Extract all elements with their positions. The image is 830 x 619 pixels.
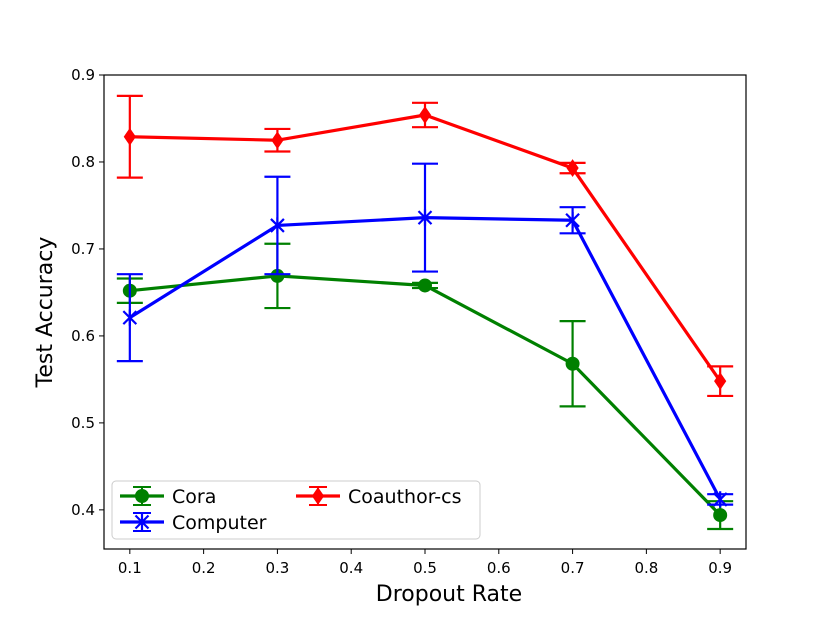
axis-ticks: 0.1 0.2 0.3 0.4 0.5 0.6 0.7 0.8 0.9 0.4 0.5 0.6 0.7 0… <box>71 66 732 577</box>
legend-box <box>111 480 481 540</box>
data-point <box>418 278 432 293</box>
x-tick-label: 0.4 <box>339 559 363 577</box>
legend-marker <box>311 487 325 505</box>
series-coauthor-cs <box>116 94 734 398</box>
y-tick-label: 0.8 <box>71 153 95 171</box>
data-point <box>122 309 138 326</box>
y-tick-label: 0.5 <box>71 414 95 432</box>
legend-label: Coauthor-cs <box>348 486 462 508</box>
y-tick-label: 0.7 <box>71 240 95 258</box>
x-tick-label: 0.6 <box>487 559 511 577</box>
x-tick-label: 0.3 <box>265 559 289 577</box>
x-tick-label: 0.8 <box>634 559 658 577</box>
x-tick-label: 0.7 <box>561 559 585 577</box>
x-tick-label: 0.2 <box>192 559 216 577</box>
y-tick-label: 0.9 <box>71 66 95 84</box>
data-point <box>714 372 727 391</box>
data-point <box>271 131 284 150</box>
data-point <box>417 209 433 226</box>
legend: Cora Computer Coauthor-cs <box>111 480 481 540</box>
legend-item-coauthor-cs: Coauthor-cs <box>296 486 462 508</box>
legend-item-computer: Computer <box>120 512 267 534</box>
legend-label: Computer <box>172 512 267 534</box>
data-point <box>712 491 728 508</box>
x-tick-label: 0.9 <box>708 559 732 577</box>
data-point <box>566 159 579 177</box>
series-computer <box>116 162 734 508</box>
legend-marker <box>135 489 149 503</box>
x-tick-label: 0.1 <box>118 559 142 577</box>
y-tick-label: 0.6 <box>71 327 95 345</box>
x-axis-label: Dropout Rate <box>376 582 522 607</box>
data-point <box>123 127 136 146</box>
data-point <box>565 212 580 229</box>
x-tick-label: 0.5 <box>413 559 437 577</box>
legend-item-cora: Cora <box>120 486 216 508</box>
series-line <box>129 274 722 517</box>
series-layer <box>116 94 734 531</box>
plot-area <box>103 74 747 550</box>
y-axis-label: Test Accuracy <box>33 237 58 389</box>
legend-label: Cora <box>172 486 216 508</box>
y-tick-label: 0.4 <box>71 501 95 519</box>
data-point <box>418 106 432 124</box>
data-point <box>270 217 285 234</box>
data-point <box>565 356 580 371</box>
legend-marker <box>134 513 150 531</box>
data-point <box>713 508 728 523</box>
